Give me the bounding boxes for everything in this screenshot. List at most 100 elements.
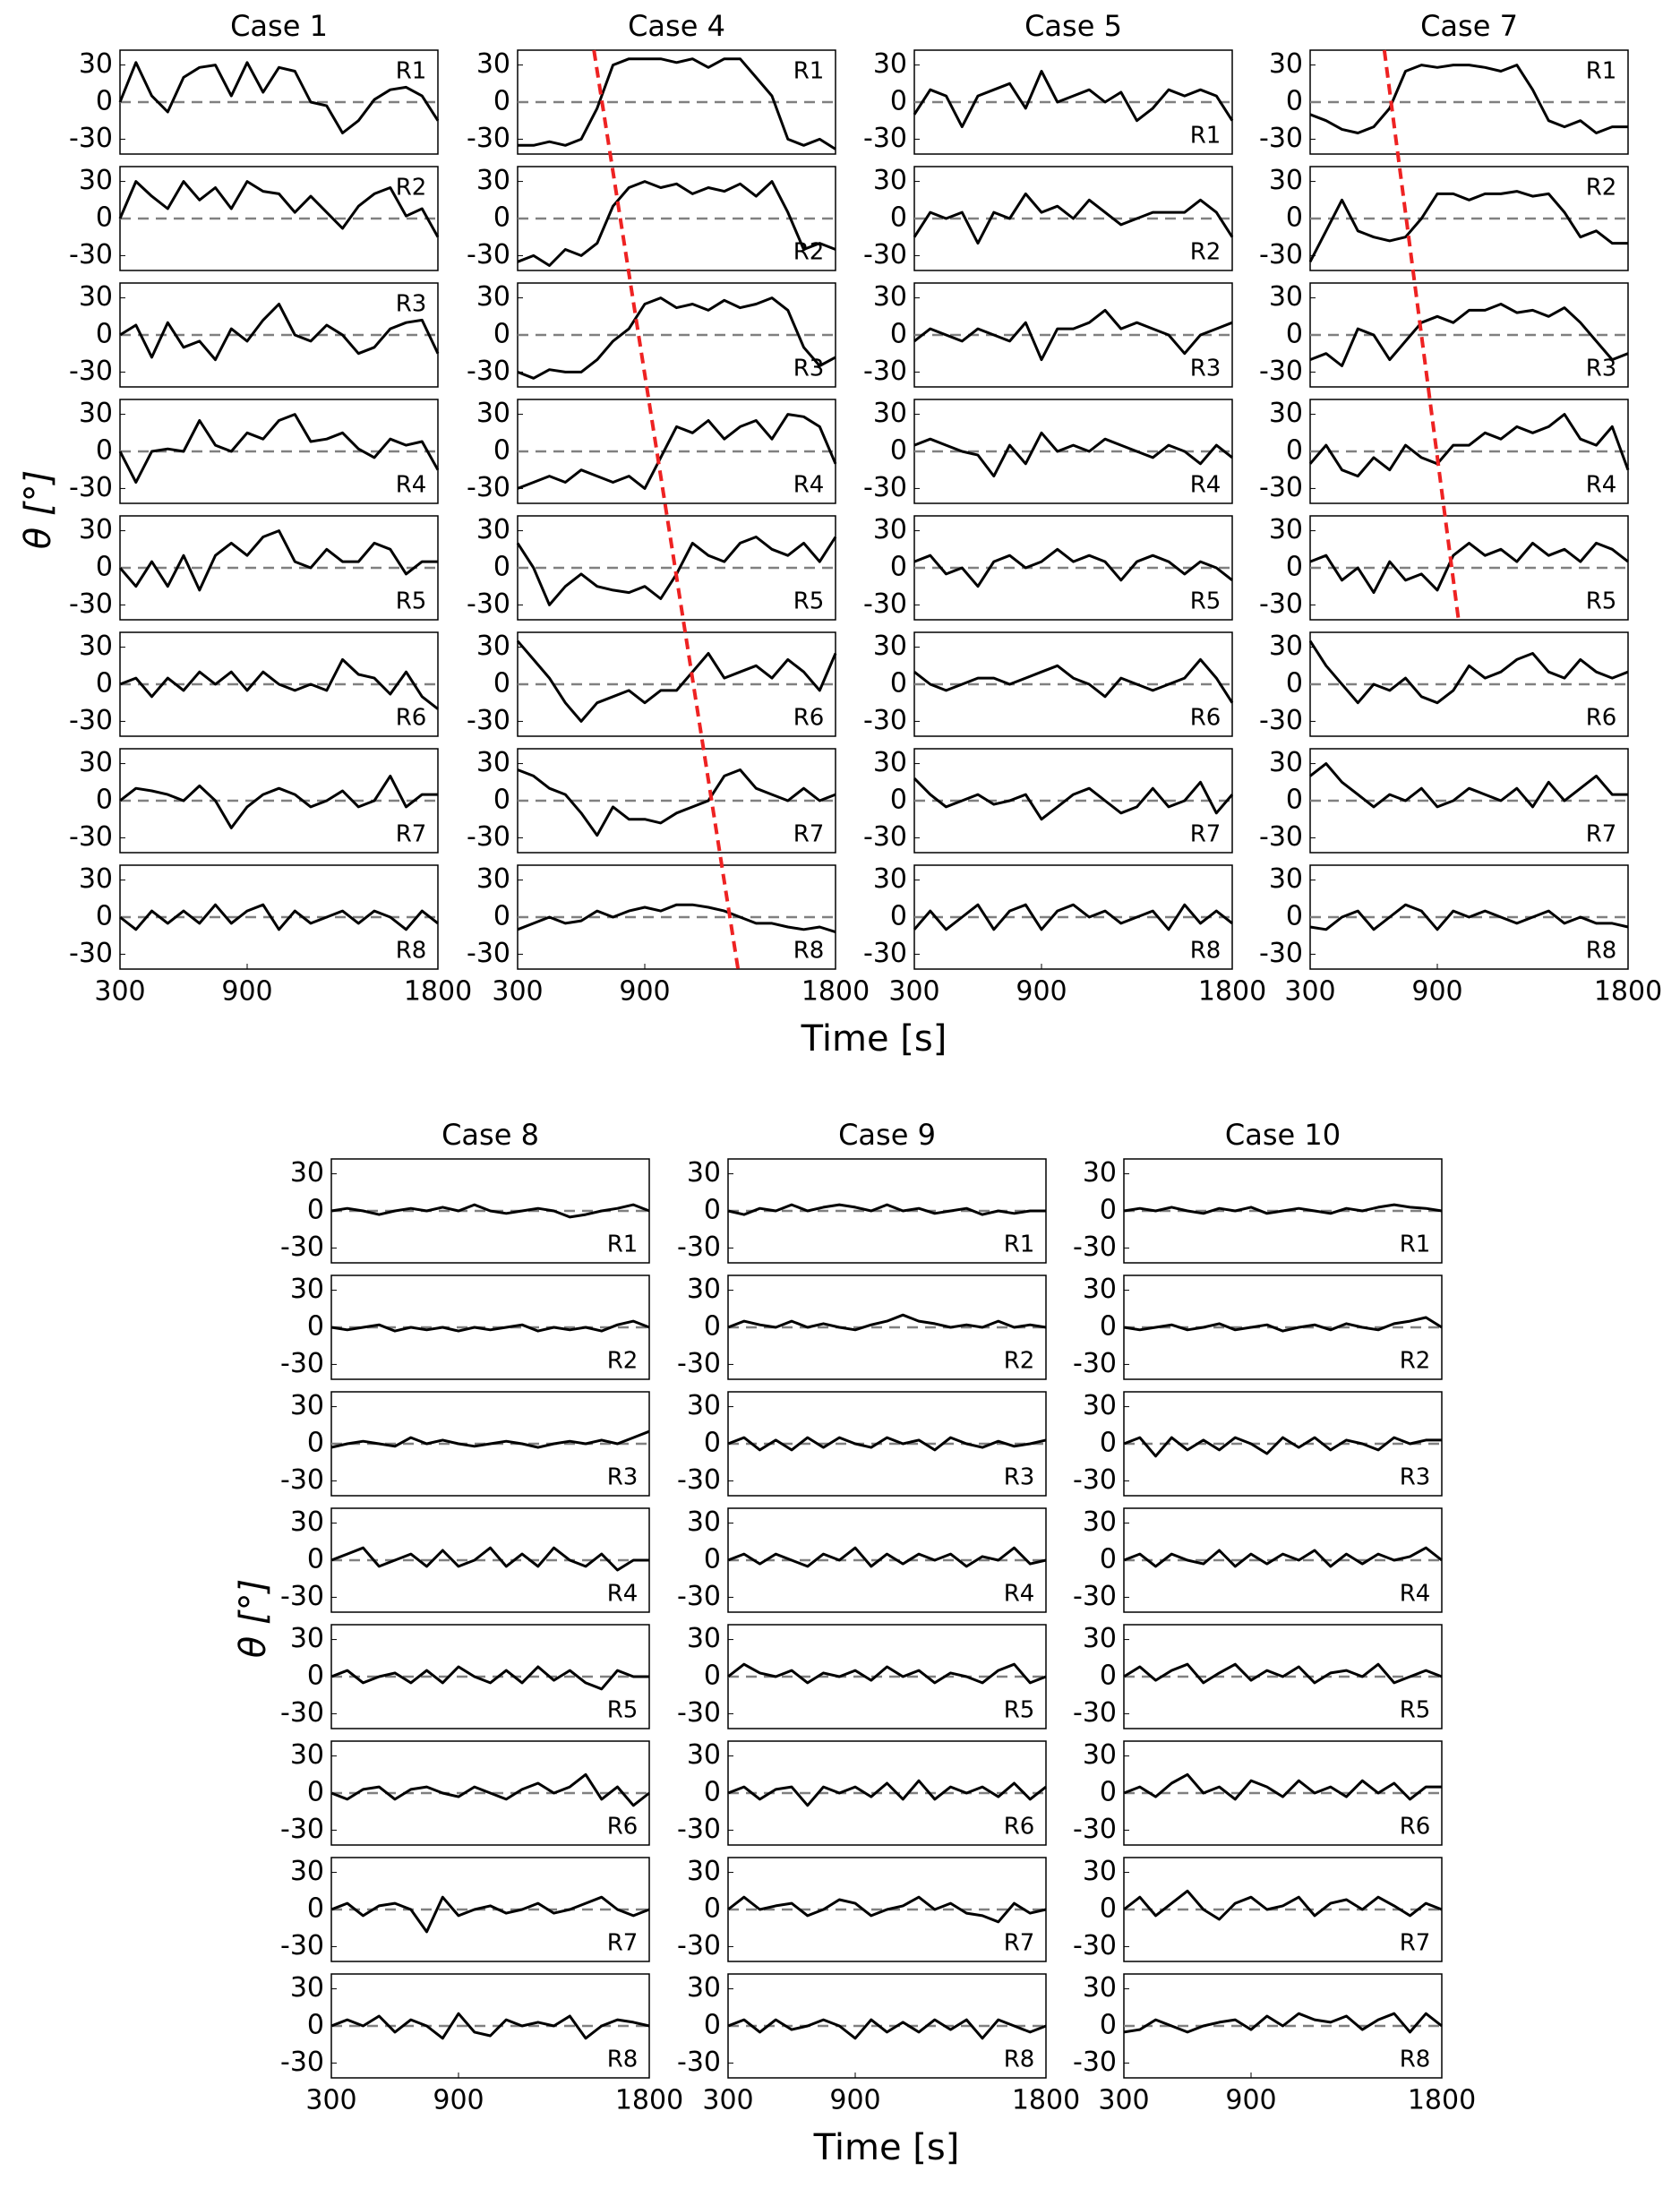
y-tick-label: 0 bbox=[307, 1544, 324, 1575]
row-label: R2 bbox=[607, 1348, 639, 1375]
y-tick-label: 0 bbox=[96, 552, 113, 583]
y-tick-label: -30 bbox=[467, 239, 510, 270]
row-label: R1 bbox=[607, 1232, 639, 1258]
row-label: R3 bbox=[607, 1464, 639, 1491]
y-tick-label: 0 bbox=[1286, 202, 1303, 234]
y-tick-label: 0 bbox=[493, 435, 510, 467]
y-tick-label: -30 bbox=[1073, 1348, 1117, 1379]
y-tick-label: 0 bbox=[96, 86, 113, 117]
y-tick-label: 0 bbox=[307, 1661, 324, 1692]
row-label: R3 bbox=[1586, 356, 1617, 382]
y-tick-label: -30 bbox=[863, 705, 907, 736]
y-tick-label: 0 bbox=[890, 552, 907, 583]
y-tick-label: -30 bbox=[280, 1697, 324, 1729]
row-label: R5 bbox=[1400, 1697, 1431, 1724]
series-line bbox=[727, 1436, 1047, 1452]
row-label: R8 bbox=[396, 938, 427, 965]
row-label: R1 bbox=[1586, 58, 1617, 85]
y-tick-label: -30 bbox=[467, 705, 510, 736]
chart-title: Case 10 bbox=[1225, 1118, 1341, 1152]
chart-title: Case 5 bbox=[1024, 9, 1122, 43]
x-tick-label: 1800 bbox=[1594, 976, 1662, 1008]
y-tick-label: 30 bbox=[1269, 747, 1303, 778]
y-tick-label: 30 bbox=[290, 1157, 324, 1189]
row-label: R6 bbox=[793, 705, 825, 732]
y-tick-label: 30 bbox=[687, 1506, 721, 1538]
x-tick-label: 300 bbox=[492, 976, 543, 1008]
y-tick-label: -30 bbox=[69, 472, 113, 503]
y-tick-label: 30 bbox=[687, 1157, 721, 1189]
series-line bbox=[518, 57, 836, 150]
y-tick-label: 0 bbox=[1286, 785, 1303, 816]
series-line bbox=[1309, 762, 1628, 809]
series-line bbox=[1123, 1889, 1443, 1921]
y-tick-label: 0 bbox=[493, 552, 510, 583]
y-tick-label: 0 bbox=[96, 901, 113, 932]
front-line bbox=[1382, 49, 1461, 621]
x-tick-label: 900 bbox=[433, 2085, 484, 2116]
series-line bbox=[1123, 1546, 1443, 1568]
y-tick-label: -30 bbox=[1073, 1464, 1117, 1496]
y-tick-label: 30 bbox=[79, 747, 113, 778]
y-tick-label: -30 bbox=[1073, 2047, 1117, 2078]
row-label: R6 bbox=[1190, 705, 1221, 732]
x-tick-label: 1800 bbox=[615, 2085, 683, 2116]
y-tick-label: -30 bbox=[467, 588, 510, 620]
row-label: R7 bbox=[1400, 1930, 1431, 1957]
x-axis-label: Time [s] bbox=[801, 1018, 947, 1060]
y-tick-label: -30 bbox=[677, 1930, 721, 1961]
y-tick-label: 30 bbox=[1269, 631, 1303, 662]
y-tick-label: 0 bbox=[307, 1311, 324, 1343]
row-label: R5 bbox=[1190, 588, 1221, 615]
y-tick-label: 30 bbox=[1269, 165, 1303, 196]
y-tick-label: 30 bbox=[476, 863, 510, 895]
row-label: R5 bbox=[396, 588, 427, 615]
y-tick-label: 30 bbox=[687, 1972, 721, 2004]
series-line bbox=[517, 413, 837, 490]
y-tick-label: 0 bbox=[704, 1195, 721, 1226]
y-tick-label: 30 bbox=[1083, 1506, 1117, 1538]
y-tick-label: 30 bbox=[687, 1739, 721, 1771]
series-line bbox=[516, 536, 837, 606]
y-tick-label: 0 bbox=[890, 668, 907, 699]
x-tick-label: 300 bbox=[702, 2085, 753, 2116]
y-tick-label: 0 bbox=[1100, 1777, 1117, 1808]
y-tick-label: 0 bbox=[890, 901, 907, 932]
y-tick-label: 0 bbox=[96, 319, 113, 350]
y-tick-label: -30 bbox=[69, 821, 113, 853]
y-tick-label: 30 bbox=[290, 1623, 324, 1654]
row-label: R2 bbox=[1400, 1348, 1431, 1375]
y-tick-label: 0 bbox=[704, 1893, 721, 1925]
row-label: R7 bbox=[1190, 821, 1221, 848]
y-tick-label: -30 bbox=[69, 123, 113, 154]
row-label: R4 bbox=[396, 472, 427, 499]
series-line bbox=[913, 70, 1234, 129]
series-line bbox=[913, 777, 1234, 821]
y-tick-label: 0 bbox=[890, 785, 907, 816]
y-tick-label: -30 bbox=[69, 705, 113, 736]
y-tick-label: -30 bbox=[280, 1348, 324, 1379]
row-label: R1 bbox=[396, 58, 427, 85]
y-tick-label: 30 bbox=[290, 1972, 324, 2004]
y-tick-label: 30 bbox=[1083, 1972, 1117, 2004]
y-tick-label: 30 bbox=[873, 165, 907, 196]
x-tick-label: 300 bbox=[888, 976, 939, 1008]
y-tick-label: 30 bbox=[873, 631, 907, 662]
y-tick-label: -30 bbox=[1259, 239, 1303, 270]
y-tick-label: 30 bbox=[79, 863, 113, 895]
y-tick-label: 0 bbox=[493, 668, 510, 699]
y-tick-label: -30 bbox=[677, 2047, 721, 2078]
x-tick-label: 1800 bbox=[1198, 976, 1266, 1008]
y-tick-label: 0 bbox=[1100, 1661, 1117, 1692]
x-tick-label: 1800 bbox=[1012, 2085, 1080, 2116]
y-tick-label: 0 bbox=[1286, 435, 1303, 467]
row-label: R6 bbox=[1004, 1814, 1035, 1841]
chart-title: Case 4 bbox=[628, 9, 725, 43]
series-line bbox=[119, 774, 438, 829]
y-tick-label: 30 bbox=[873, 747, 907, 778]
series-line bbox=[516, 639, 837, 723]
y-tick-label: 30 bbox=[873, 514, 907, 545]
y-tick-label: -30 bbox=[467, 356, 510, 387]
series-line bbox=[1123, 1772, 1442, 1801]
series-line bbox=[1308, 190, 1628, 262]
